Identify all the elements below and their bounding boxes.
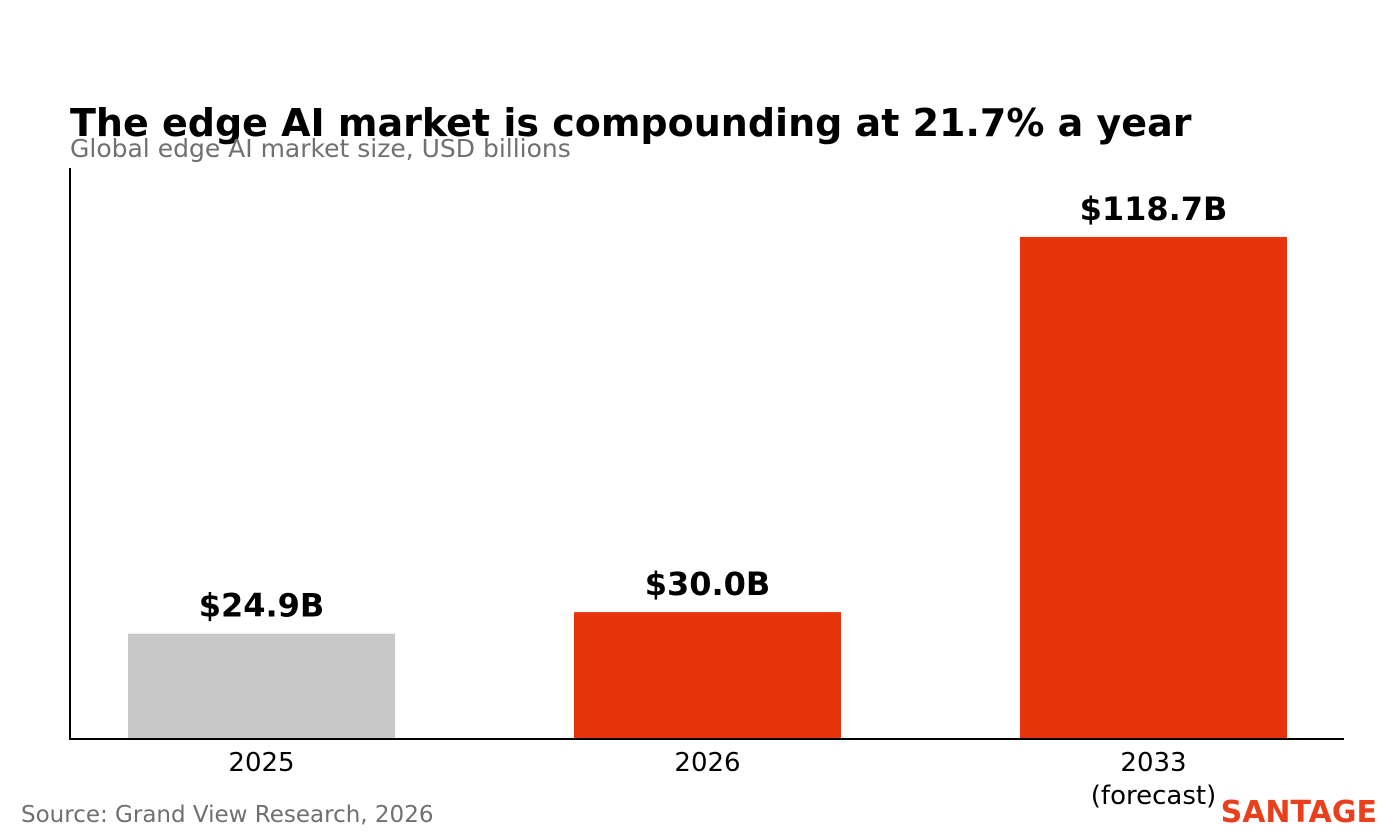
source-note: Source: Grand View Research, 2026: [21, 802, 433, 828]
value-label-0: $24.9B: [199, 587, 325, 625]
value-label-1: $30.0B: [645, 565, 771, 603]
brand-logo: SANTAGE: [1221, 795, 1377, 830]
bar-group: [128, 236, 1287, 739]
chart-title: The edge AI market is compounding at 21.…: [70, 101, 1192, 145]
value-label-group: $24.9B $30.0B $118.7B: [199, 190, 1228, 625]
bar-0: [128, 633, 395, 739]
x-tick-label-2-1: (forecast): [1091, 781, 1216, 811]
x-tick-label-1-0: 2026: [674, 748, 740, 778]
bar-2: [1020, 236, 1287, 739]
value-label-2: $118.7B: [1080, 190, 1228, 228]
bar-1: [574, 612, 841, 739]
x-tick-label-group: 2025 2026 2033(forecast): [228, 748, 1216, 811]
x-tick-label-2-0: 2033: [1120, 748, 1186, 778]
x-tick-label-0-0: 2025: [228, 748, 294, 778]
chart-subtitle: Global edge AI market size, USD billions: [70, 134, 571, 163]
